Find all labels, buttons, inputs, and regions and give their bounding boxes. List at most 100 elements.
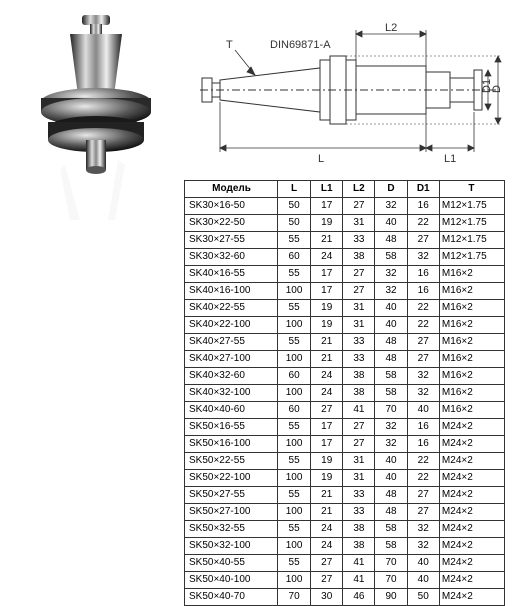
table-cell: 50 [278, 215, 311, 232]
dim-label-t: T [226, 39, 233, 51]
table-cell: M16×2 [439, 283, 504, 300]
table-cell: 40 [375, 470, 407, 487]
table-cell: SK30×22-50 [185, 215, 278, 232]
table-cell: SK30×32-60 [185, 249, 278, 266]
table-cell: 55 [278, 334, 311, 351]
table-cell: M24×2 [439, 487, 504, 504]
table-cell: 17 [311, 436, 343, 453]
table-cell: 19 [311, 317, 343, 334]
table-cell: 55 [278, 555, 311, 572]
table-cell: M12×1.75 [439, 249, 504, 266]
table-cell: 70 [375, 402, 407, 419]
table-cell: M16×2 [439, 351, 504, 368]
table-cell: 50 [278, 198, 311, 215]
table-cell: SK50×40-55 [185, 555, 278, 572]
table-cell: 27 [343, 266, 375, 283]
table-cell: M16×2 [439, 402, 504, 419]
table-cell: 40 [407, 555, 439, 572]
table-row: SK30×32-606024385832M12×1.75 [185, 249, 505, 266]
table-row: SK50×40-555527417040M24×2 [185, 555, 505, 572]
table-cell: 32 [407, 521, 439, 538]
table-cell: SK50×40-100 [185, 572, 278, 589]
table-cell: 40 [407, 572, 439, 589]
table-cell: 24 [311, 538, 343, 555]
table-row: SK40×40-606027417040M16×2 [185, 402, 505, 419]
table-cell: 19 [311, 470, 343, 487]
table-cell: M24×2 [439, 572, 504, 589]
table-cell: SK40×22-55 [185, 300, 278, 317]
table-row: SK50×32-10010024385832M24×2 [185, 538, 505, 555]
table-cell: 22 [407, 470, 439, 487]
dim-label-l1: L1 [444, 153, 456, 165]
table-cell: 22 [407, 300, 439, 317]
table-cell: 17 [311, 266, 343, 283]
spec-table-container: Модель L L1 L2 D D1 T SK30×16-5050172732… [184, 180, 505, 606]
table-cell: 27 [343, 436, 375, 453]
table-cell: 48 [375, 504, 407, 521]
table-cell: 16 [407, 198, 439, 215]
col-header-l1: L1 [311, 181, 343, 198]
table-cell: 70 [278, 589, 311, 606]
table-cell: 32 [375, 436, 407, 453]
table-cell: 22 [407, 453, 439, 470]
table-cell: SK40×22-100 [185, 317, 278, 334]
table-cell: 70 [375, 572, 407, 589]
table-cell: SK50×32-55 [185, 521, 278, 538]
dim-label-d1: D1 [481, 79, 493, 93]
table-cell: 33 [343, 232, 375, 249]
table-cell: 27 [407, 351, 439, 368]
table-cell: M24×2 [439, 538, 504, 555]
table-cell: 55 [278, 419, 311, 436]
table-cell: 16 [407, 436, 439, 453]
table-cell: 100 [278, 572, 311, 589]
table-cell: 41 [343, 402, 375, 419]
table-cell: SK50×27-55 [185, 487, 278, 504]
table-cell: 100 [278, 470, 311, 487]
table-cell: M12×1.75 [439, 232, 504, 249]
table-cell: 27 [343, 419, 375, 436]
table-cell: 21 [311, 504, 343, 521]
table-cell: 32 [407, 249, 439, 266]
product-photo [10, 10, 190, 220]
table-cell: 38 [343, 385, 375, 402]
table-cell: 19 [311, 453, 343, 470]
table-cell: M24×2 [439, 470, 504, 487]
table-cell: 50 [407, 589, 439, 606]
table-cell: 33 [343, 504, 375, 521]
table-cell: 32 [407, 385, 439, 402]
table-cell: 21 [311, 487, 343, 504]
table-cell: 60 [278, 249, 311, 266]
table-cell: 41 [343, 555, 375, 572]
table-cell: SK40×27-55 [185, 334, 278, 351]
table-cell: 48 [375, 351, 407, 368]
table-cell: 100 [278, 436, 311, 453]
table-row: SK30×22-505019314022M12×1.75 [185, 215, 505, 232]
table-cell: M24×2 [439, 521, 504, 538]
table-cell: M12×1.75 [439, 198, 504, 215]
table-cell: SK40×32-60 [185, 368, 278, 385]
table-cell: M24×2 [439, 555, 504, 572]
table-cell: 100 [278, 385, 311, 402]
table-cell: M24×2 [439, 453, 504, 470]
table-cell: 27 [311, 555, 343, 572]
table-cell: 100 [278, 351, 311, 368]
table-cell: 60 [278, 402, 311, 419]
table-cell: 58 [375, 368, 407, 385]
col-header-model: Модель [185, 181, 278, 198]
table-cell: 33 [343, 334, 375, 351]
table-cell: 16 [407, 266, 439, 283]
table-cell: 24 [311, 368, 343, 385]
table-row: SK40×22-555519314022M16×2 [185, 300, 505, 317]
table-cell: M24×2 [439, 504, 504, 521]
table-cell: 27 [343, 198, 375, 215]
table-cell: 40 [375, 453, 407, 470]
table-row: SK50×40-707030469050M24×2 [185, 589, 505, 606]
table-cell: 58 [375, 385, 407, 402]
table-cell: SK50×16-100 [185, 436, 278, 453]
table-cell: 24 [311, 385, 343, 402]
spec-table: Модель L L1 L2 D D1 T SK30×16-5050172732… [184, 180, 505, 606]
table-cell: 100 [278, 283, 311, 300]
table-cell: 100 [278, 317, 311, 334]
table-cell: 40 [375, 300, 407, 317]
table-cell: 32 [375, 283, 407, 300]
